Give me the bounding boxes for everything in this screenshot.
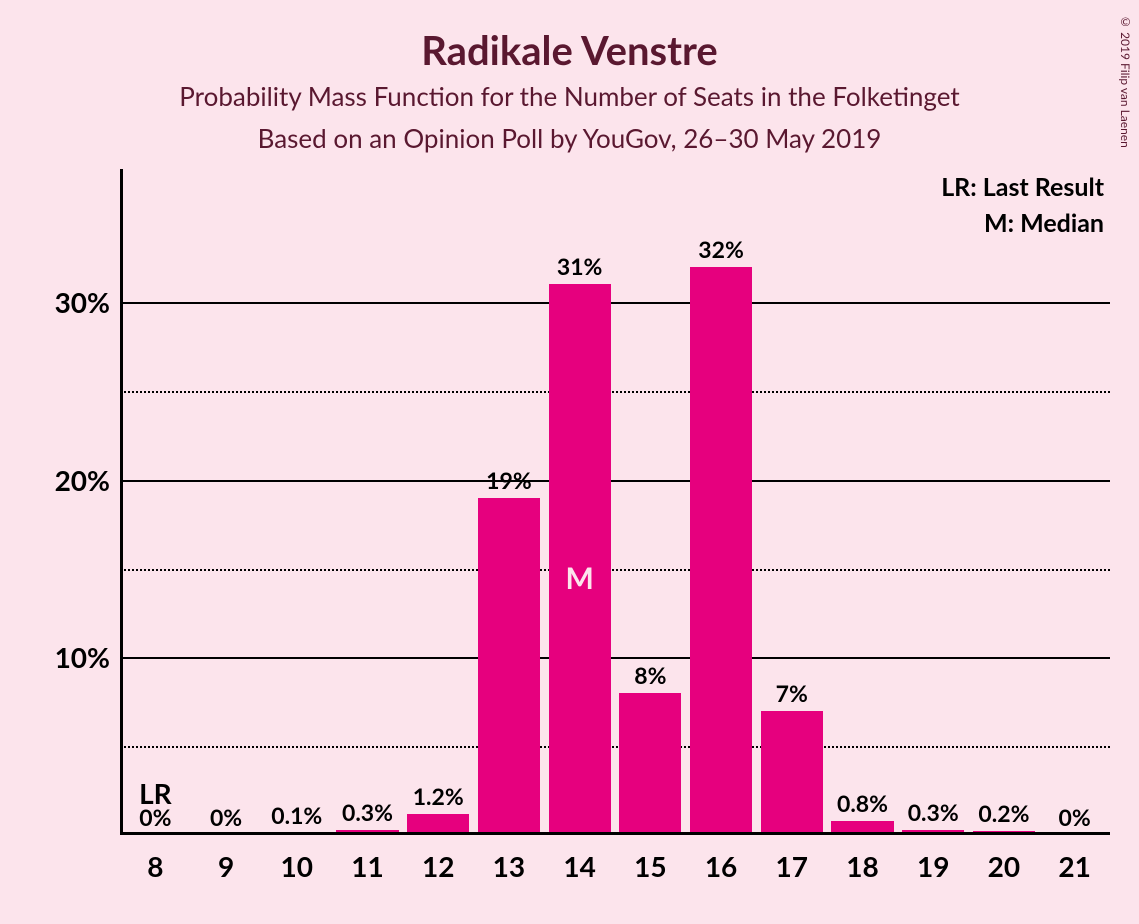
xtick-label: 11 (351, 835, 383, 883)
bar-value-label: 0.8% (837, 789, 888, 817)
bar-value-label: 7% (776, 679, 808, 707)
legend: LR: Last Result M: Median (941, 172, 1104, 238)
bar-value-label: 0.3% (908, 798, 959, 826)
bar-value-label: 0.3% (342, 798, 393, 826)
xtick-label: 15 (634, 835, 666, 883)
bar (478, 498, 540, 835)
grid-major (120, 480, 1110, 482)
chart-subtitle-1: Probability Mass Function for the Number… (0, 80, 1139, 112)
xtick-label: 10 (281, 835, 313, 883)
chart-title: Radikale Venstre (0, 26, 1139, 74)
bar (690, 267, 752, 835)
bar-value-label: 19% (486, 466, 532, 494)
xtick-label: 21 (1058, 835, 1090, 883)
bar-value-label: 0% (1059, 803, 1091, 831)
median-marker: M (565, 560, 593, 596)
bar-value-label: 8% (634, 661, 666, 689)
xtick-label: 8 (147, 835, 163, 883)
legend-line-lr: LR: Last Result (941, 172, 1104, 202)
bar-value-label: 32% (698, 235, 744, 263)
grid-minor (120, 746, 1110, 748)
bar-value-label: 1.2% (413, 782, 464, 810)
ytick-label: 20% (55, 463, 120, 497)
bar-value-label: 0.2% (978, 799, 1029, 827)
xtick-label: 18 (846, 835, 878, 883)
chart-subtitle-2: Based on an Opinion Poll by YouGov, 26–3… (0, 122, 1139, 154)
y-axis (120, 169, 123, 835)
bar-value-label: 31% (557, 252, 603, 280)
xtick-label: 14 (563, 835, 595, 883)
ytick-label: 30% (55, 285, 120, 319)
xtick-label: 13 (493, 835, 525, 883)
xtick-label: 17 (776, 835, 808, 883)
bar-value-label: 0.1% (271, 801, 322, 829)
copyright-text: © 2019 Filip van Laenen (1118, 14, 1133, 148)
grid-major (120, 657, 1110, 659)
grid-minor (120, 569, 1110, 571)
xtick-label: 19 (917, 835, 949, 883)
x-axis (120, 832, 1110, 835)
grid-major (120, 302, 1110, 304)
xtick-label: 16 (705, 835, 737, 883)
bar (619, 693, 681, 835)
ytick-label: 10% (55, 640, 120, 674)
last-result-marker: LR (139, 776, 172, 810)
plot-area: 10%20%30%0%80%90.1%100.3%111.2%1219%1331… (120, 240, 1110, 835)
bar-value-label: 0% (210, 803, 242, 831)
xtick-label: 9 (218, 835, 234, 883)
grid-minor (120, 391, 1110, 393)
xtick-label: 12 (422, 835, 454, 883)
xtick-label: 20 (988, 835, 1020, 883)
legend-line-median: M: Median (941, 208, 1104, 238)
bar (761, 711, 823, 835)
